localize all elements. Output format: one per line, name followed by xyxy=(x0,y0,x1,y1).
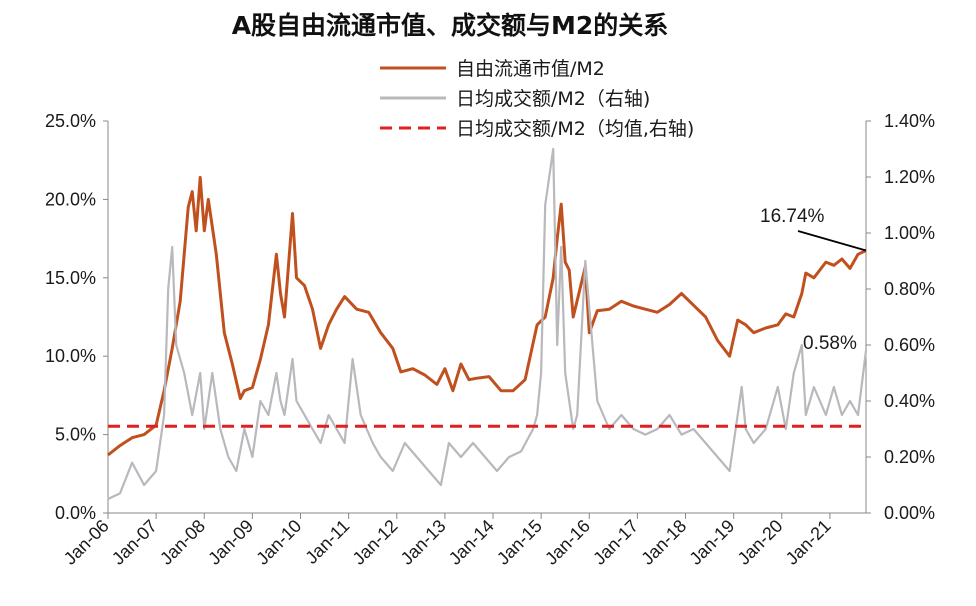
annotation-label: 16.74% xyxy=(760,206,825,227)
x-tick-label: Jan-13 xyxy=(397,516,450,569)
y-right-tick-label: 0.40% xyxy=(884,391,935,411)
y-right-tick-label: 1.00% xyxy=(884,223,935,243)
y-right-tick-label: 0.80% xyxy=(884,279,935,299)
y-right-tick-label: 1.20% xyxy=(884,167,935,187)
y-left-tick-label: 5.0% xyxy=(55,425,96,445)
annotation-layer: 16.74% 0.58% xyxy=(760,206,867,354)
x-tick-label: Jan-20 xyxy=(734,516,787,569)
x-tick-label: Jan-10 xyxy=(252,516,305,569)
y-right-tick-label: 1.40% xyxy=(884,111,935,131)
x-tick-label: Jan-15 xyxy=(493,516,546,569)
x-tick-label: Jan-19 xyxy=(685,516,738,569)
x-tick-label: Jan-11 xyxy=(301,516,353,568)
x-tick-label: Jan-18 xyxy=(637,516,690,569)
y-left-tick-label: 25.0% xyxy=(45,111,96,131)
y-right-tick-label: 0.60% xyxy=(884,335,935,355)
y-right-tick-label: 0.20% xyxy=(884,447,935,467)
legend-label: 日均成交额/M2（均值,右轴) xyxy=(456,118,694,140)
legend-label: 日均成交额/M2（右轴) xyxy=(456,88,650,110)
x-tick-label: Jan-09 xyxy=(204,516,257,569)
series-line-2 xyxy=(107,147,868,500)
series-line-1 xyxy=(107,175,867,457)
x-tick-label: Jan-16 xyxy=(541,516,594,569)
legend-label: 自由流通市值/M2 xyxy=(456,58,605,80)
chart-title: A股自由流通市值、成交额与M2的关系 xyxy=(231,11,669,40)
x-tick-label: Jan-21 xyxy=(782,516,835,569)
y-right-tick-label: 0.00% xyxy=(884,503,935,523)
legend-layer: 自由流通市值/M2 日均成交额/M2（右轴) 日均成交额/M2（均值,右轴) xyxy=(380,58,694,140)
x-tick-label: Jan-12 xyxy=(349,516,402,569)
y-left-tick-label: 10.0% xyxy=(45,346,96,366)
axes-layer: 0.0% 5.0% 10.0% 15.0% 20.0% 25.0% 0.00% 0.20% 0.… xyxy=(45,111,935,569)
annotation-leader-line xyxy=(797,230,867,252)
x-tick-label: Jan-06 xyxy=(60,516,113,569)
x-tick-label: Jan-08 xyxy=(156,516,209,569)
x-tick-label: Jan-14 xyxy=(445,516,498,569)
annotation-label: 0.58% xyxy=(803,333,857,354)
data-layer xyxy=(107,147,868,500)
x-tick-label: Jan-07 xyxy=(108,516,161,569)
x-tick-label: Jan-17 xyxy=(589,516,642,569)
y-left-tick-label: 20.0% xyxy=(45,189,96,209)
y-left-tick-label: 15.0% xyxy=(45,268,96,288)
y-left-tick-label: 0.0% xyxy=(55,503,96,523)
